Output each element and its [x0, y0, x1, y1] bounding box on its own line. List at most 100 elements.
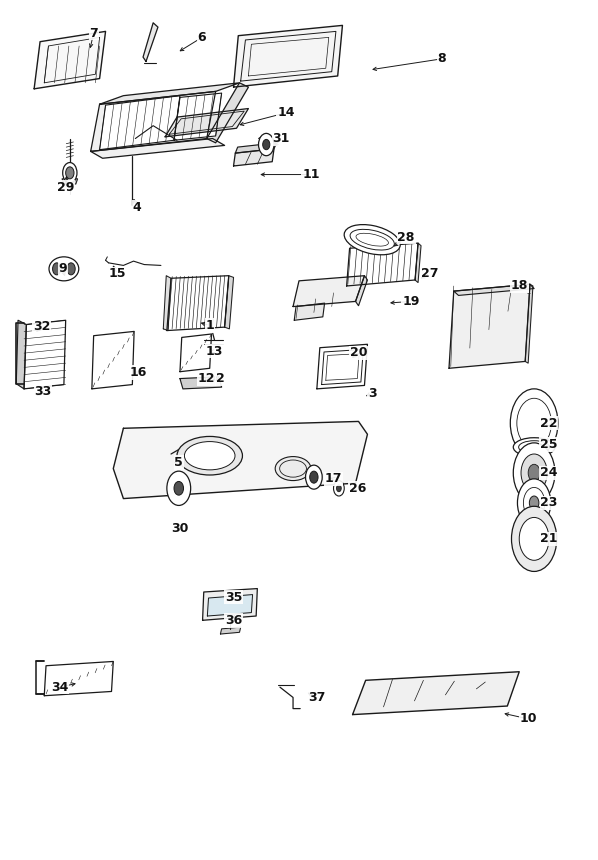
Text: 10: 10: [520, 712, 537, 725]
Polygon shape: [234, 149, 274, 166]
Text: 27: 27: [421, 267, 439, 280]
Circle shape: [167, 471, 191, 506]
Polygon shape: [180, 334, 212, 372]
Text: 35: 35: [225, 591, 242, 604]
Polygon shape: [16, 320, 26, 389]
Polygon shape: [347, 243, 418, 286]
Circle shape: [63, 163, 77, 183]
Ellipse shape: [177, 436, 242, 475]
Text: 31: 31: [273, 132, 290, 145]
Ellipse shape: [184, 441, 235, 470]
Circle shape: [521, 454, 547, 492]
Circle shape: [519, 518, 549, 561]
Text: 3: 3: [368, 387, 377, 400]
Polygon shape: [91, 91, 216, 151]
Ellipse shape: [513, 438, 555, 457]
Polygon shape: [225, 276, 234, 329]
Polygon shape: [356, 276, 367, 305]
Polygon shape: [165, 108, 248, 137]
Polygon shape: [170, 477, 186, 486]
Circle shape: [67, 263, 75, 275]
Polygon shape: [92, 331, 134, 389]
Polygon shape: [91, 138, 225, 158]
Ellipse shape: [49, 257, 79, 281]
Text: 13: 13: [206, 345, 223, 358]
Ellipse shape: [344, 224, 400, 255]
Polygon shape: [143, 23, 158, 61]
Polygon shape: [34, 32, 106, 89]
Text: 5: 5: [175, 456, 183, 469]
Text: 28: 28: [398, 230, 415, 243]
Circle shape: [510, 389, 558, 458]
Text: 26: 26: [349, 482, 366, 494]
Text: 33: 33: [35, 385, 51, 398]
Circle shape: [528, 464, 540, 482]
Polygon shape: [221, 627, 240, 634]
Circle shape: [529, 496, 539, 510]
Polygon shape: [174, 93, 222, 140]
Polygon shape: [44, 661, 113, 696]
Polygon shape: [449, 285, 530, 368]
Circle shape: [513, 443, 555, 503]
Text: 2: 2: [216, 372, 225, 385]
Polygon shape: [234, 26, 343, 87]
Text: 19: 19: [402, 295, 420, 308]
Text: 11: 11: [302, 168, 320, 181]
Circle shape: [334, 481, 344, 496]
Polygon shape: [525, 285, 533, 363]
Text: 32: 32: [33, 320, 51, 333]
Text: 15: 15: [109, 267, 126, 280]
Circle shape: [66, 167, 74, 179]
Polygon shape: [100, 83, 239, 104]
Polygon shape: [113, 421, 367, 499]
Polygon shape: [62, 179, 78, 184]
Text: 4: 4: [133, 200, 142, 213]
Text: 6: 6: [198, 31, 206, 44]
Circle shape: [511, 507, 557, 571]
Circle shape: [174, 482, 184, 495]
Polygon shape: [415, 243, 421, 283]
Polygon shape: [167, 276, 229, 330]
Text: 30: 30: [171, 522, 188, 535]
Polygon shape: [317, 344, 367, 389]
Text: 24: 24: [540, 466, 558, 479]
Text: 9: 9: [59, 262, 67, 275]
Circle shape: [337, 485, 341, 492]
Circle shape: [258, 133, 274, 156]
Text: 18: 18: [511, 280, 528, 292]
Text: 8: 8: [438, 52, 446, 65]
Polygon shape: [100, 95, 180, 150]
Text: 21: 21: [540, 532, 558, 545]
Polygon shape: [180, 377, 222, 389]
Text: 23: 23: [541, 496, 558, 509]
Text: 22: 22: [540, 416, 558, 430]
Circle shape: [517, 479, 551, 527]
Polygon shape: [168, 486, 190, 492]
Text: 16: 16: [130, 366, 147, 379]
Polygon shape: [208, 594, 252, 616]
Polygon shape: [454, 285, 534, 296]
Text: 7: 7: [89, 27, 98, 40]
Polygon shape: [293, 276, 364, 306]
Polygon shape: [24, 320, 66, 389]
Text: 1: 1: [205, 319, 214, 332]
Circle shape: [263, 139, 270, 150]
Polygon shape: [207, 83, 248, 143]
Circle shape: [310, 471, 318, 483]
Text: 14: 14: [277, 107, 295, 120]
Text: 17: 17: [325, 472, 342, 485]
Text: 37: 37: [308, 691, 325, 704]
Ellipse shape: [275, 457, 311, 481]
Text: 25: 25: [540, 438, 558, 452]
Polygon shape: [235, 143, 276, 153]
Polygon shape: [294, 303, 325, 320]
Text: 34: 34: [51, 680, 68, 694]
Text: 12: 12: [198, 372, 215, 385]
Circle shape: [53, 263, 61, 275]
Text: 36: 36: [225, 614, 242, 627]
Polygon shape: [163, 276, 171, 330]
Text: 20: 20: [350, 347, 367, 359]
Circle shape: [306, 465, 322, 489]
Polygon shape: [203, 588, 257, 620]
Text: 29: 29: [57, 181, 74, 194]
